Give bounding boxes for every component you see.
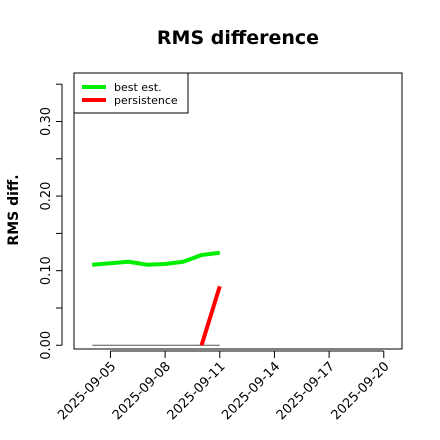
legend-box (73, 72, 189, 114)
y-tick-label: 0.20 (39, 182, 54, 211)
x-tick-label: 2025-09-20 (329, 359, 393, 423)
y-tick-label: 0.10 (39, 256, 54, 285)
y-tick-label: 0.00 (39, 331, 54, 360)
series-line-best-est- (92, 250, 221, 267)
legend: best est.persistence (73, 72, 189, 114)
legend-label: persistence (114, 94, 178, 107)
legend-label: best est. (114, 81, 162, 94)
series-line-persistence (199, 285, 222, 346)
y-axis-label: RMS diff. (6, 174, 22, 245)
plot-frame (73, 72, 403, 350)
chart-title: RMS difference (157, 27, 319, 49)
x-axis: 2025-09-052025-09-082025-09-112025-09-14… (55, 350, 393, 423)
y-tick-label: 0.30 (39, 107, 54, 136)
series-layer (92, 250, 222, 346)
y-axis: 0.00 0.10 0.20 0.30 (39, 83, 63, 360)
